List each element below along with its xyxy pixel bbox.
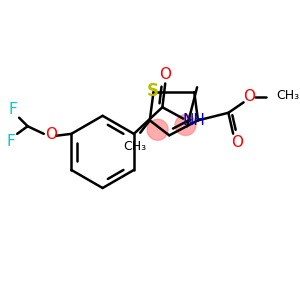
- Text: S: S: [146, 82, 158, 100]
- Text: O: O: [243, 89, 255, 104]
- Text: CH₃: CH₃: [123, 140, 146, 152]
- Text: NH: NH: [182, 113, 205, 128]
- Text: F: F: [8, 102, 17, 117]
- Text: O: O: [159, 68, 171, 82]
- Circle shape: [147, 119, 168, 140]
- Text: O: O: [231, 135, 243, 150]
- Text: F: F: [6, 134, 15, 149]
- Text: O: O: [45, 127, 57, 142]
- Text: CH₃: CH₃: [276, 89, 299, 102]
- Circle shape: [175, 115, 196, 136]
